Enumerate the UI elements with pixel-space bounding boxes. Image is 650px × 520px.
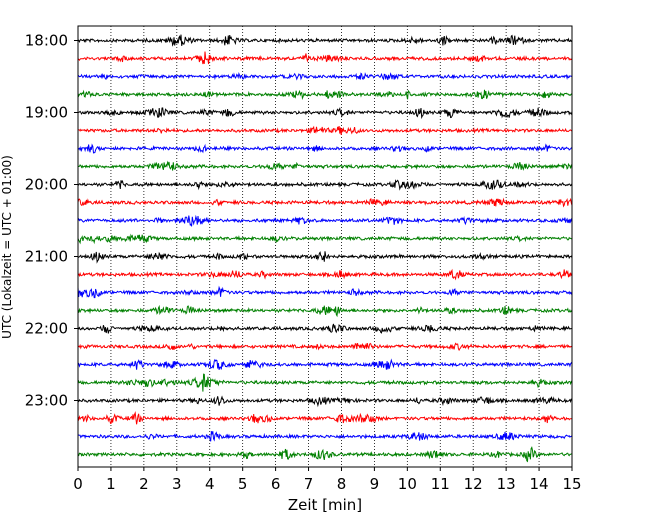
x-tick-label-10: 10 xyxy=(398,475,417,493)
plot-frame xyxy=(77,25,573,468)
trace-row-21 xyxy=(77,411,573,425)
x-tick-label-12: 12 xyxy=(464,475,483,493)
x-tick-label-5: 5 xyxy=(238,475,248,493)
x-tick-label-9: 9 xyxy=(370,475,380,493)
x-tick-label-8: 8 xyxy=(337,475,347,493)
y-tick-label-1: 19:00 xyxy=(25,104,68,122)
y-tick-label-2: 20:00 xyxy=(25,176,68,194)
trace-row-12 xyxy=(77,251,573,264)
x-tick-label-11: 11 xyxy=(431,475,450,493)
x-tick-label-13: 13 xyxy=(497,475,516,493)
y-tick-label-0: 18:00 xyxy=(25,32,68,50)
trace-row-16 xyxy=(77,323,573,334)
y-axis-ticks: 18:00 19:00 20:00 21:00 22:00 23:00 xyxy=(25,32,78,410)
x-tick-label-1: 1 xyxy=(106,475,116,493)
x-axis-ticks: 0 1 2 3 4 5 6 7 8 9 10 11 12 13 14 15 xyxy=(73,467,582,493)
trace-row-4 xyxy=(77,106,573,120)
trace-row-6 xyxy=(77,143,573,154)
x-axis-label: Zeit [min] xyxy=(288,496,362,514)
y-tick-label-5: 23:00 xyxy=(25,392,68,410)
x-tick-label-7: 7 xyxy=(304,475,314,493)
seismic-traces xyxy=(77,34,573,463)
x-tick-label-2: 2 xyxy=(139,475,149,493)
trace-row-17 xyxy=(77,342,573,352)
trace-row-20 xyxy=(77,395,573,408)
trace-row-5 xyxy=(77,125,573,135)
trace-row-18 xyxy=(78,358,573,370)
y-tick-label-4: 22:00 xyxy=(25,320,68,338)
trace-row-14 xyxy=(77,285,573,299)
trace-row-8 xyxy=(77,179,573,191)
x-tick-label-4: 4 xyxy=(205,475,215,493)
x-tick-label-14: 14 xyxy=(530,475,549,493)
y-axis-label: UTC (Lokalzeit = UTC + 01:00) xyxy=(0,155,14,339)
trace-row-11 xyxy=(77,233,573,245)
x-tick-label-3: 3 xyxy=(172,475,182,493)
trace-row-0 xyxy=(77,34,573,47)
x-tick-label-0: 0 xyxy=(73,475,83,493)
trace-row-3 xyxy=(77,89,573,100)
trace-row-2 xyxy=(77,72,573,81)
trace-row-1 xyxy=(77,51,573,65)
y-tick-label-3: 21:00 xyxy=(25,248,68,266)
trace-row-7 xyxy=(77,160,573,171)
trace-row-13 xyxy=(77,268,573,281)
trace-row-15 xyxy=(77,304,573,318)
x-tick-label-6: 6 xyxy=(271,475,281,493)
trace-row-10 xyxy=(77,214,573,227)
trace-row-9 xyxy=(77,197,573,208)
trace-row-23 xyxy=(77,446,573,463)
x-tick-label-15: 15 xyxy=(562,475,581,493)
trace-row-22 xyxy=(77,431,573,442)
trace-row-19 xyxy=(77,373,573,392)
